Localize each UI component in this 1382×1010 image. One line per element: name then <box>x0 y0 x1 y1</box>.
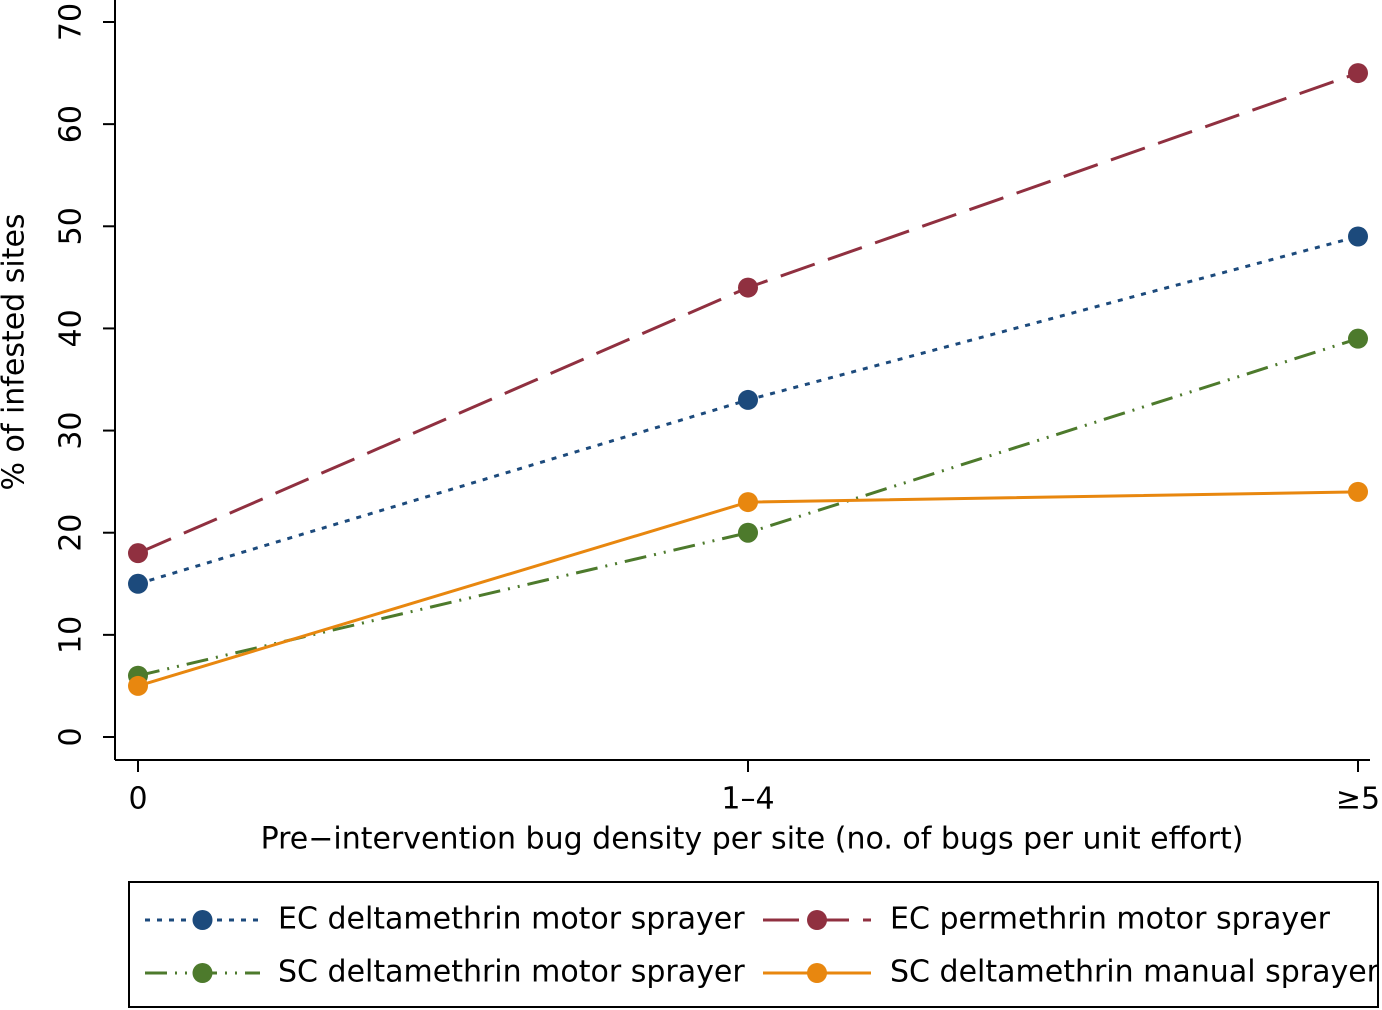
point <box>1348 481 1368 502</box>
legend-label: EC deltamethrin motor sprayer <box>278 902 745 937</box>
series-line <box>137 490 1359 688</box>
point <box>738 492 758 513</box>
y-tick-label: 60 <box>54 105 89 143</box>
legend-label: SC deltamethrin motor sprayer <box>278 955 745 990</box>
y-tick-label: 0 <box>54 727 89 746</box>
legend-label: EC permethrin motor sprayer <box>890 902 1331 937</box>
y-tick-label: 50 <box>54 207 89 245</box>
point <box>1348 63 1368 84</box>
legend-label: SC deltamethrin manual sprayer <box>890 955 1380 990</box>
point <box>128 573 148 594</box>
point <box>1348 226 1368 247</box>
legend-marker <box>807 910 827 930</box>
y-tick-label: 10 <box>54 616 89 654</box>
series-line <box>137 337 1359 678</box>
point <box>128 543 148 564</box>
y-tick-label: 30 <box>54 411 89 449</box>
y-axis-label: % of infested sites <box>0 213 32 490</box>
x-tick-label: ≥5 <box>1336 782 1380 817</box>
legend-marker <box>192 910 213 930</box>
series-line <box>137 71 1359 555</box>
point <box>128 675 148 696</box>
point <box>738 277 758 298</box>
point <box>738 522 758 543</box>
legend-box <box>128 881 1379 1008</box>
point <box>738 389 758 410</box>
x-tick-label: 0 <box>128 782 147 817</box>
y-tick-label: 70 <box>54 3 89 41</box>
legend-marker <box>807 963 827 983</box>
y-tick-label: 40 <box>54 309 89 347</box>
legend-marker <box>192 963 213 983</box>
x-tick-label: 1–4 <box>721 782 774 817</box>
y-tick-label: 20 <box>54 514 89 552</box>
x-axis-label: Pre−intervention bug density per site (n… <box>261 822 1244 857</box>
point <box>1348 328 1368 349</box>
